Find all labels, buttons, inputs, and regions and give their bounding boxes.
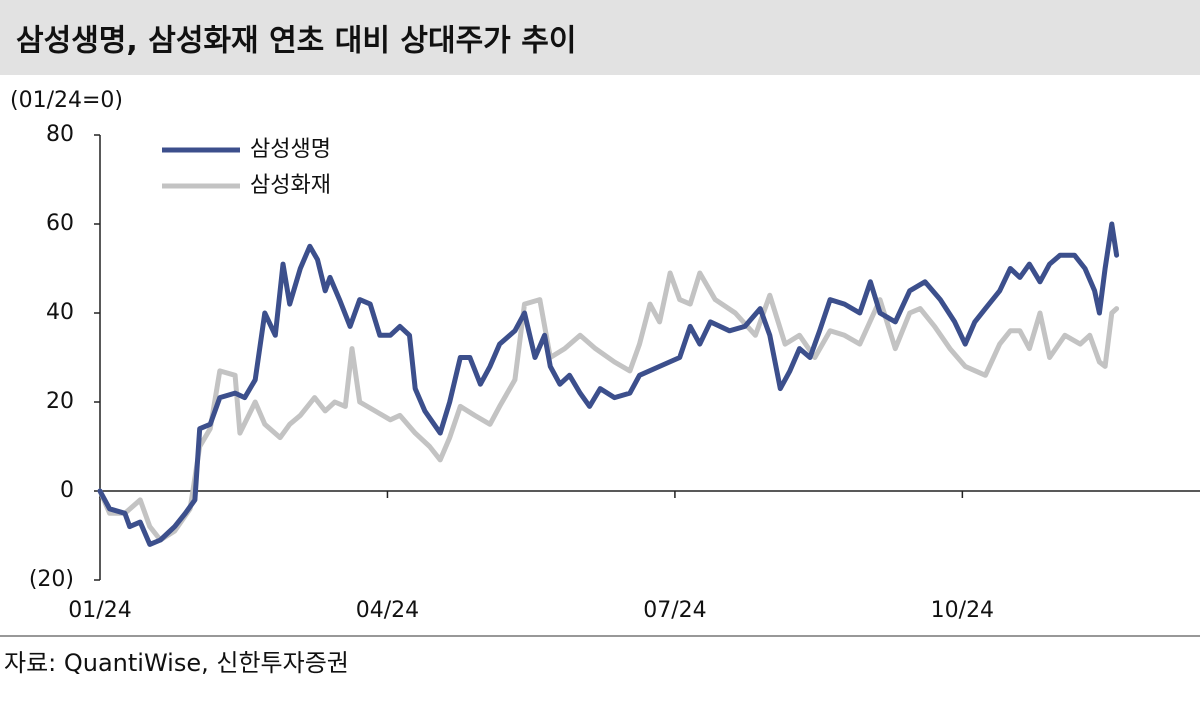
y-tick-label: 20 <box>46 389 74 414</box>
x-tick-label: 04/24 <box>356 598 419 623</box>
y-tick-label: 40 <box>46 300 74 325</box>
source: 자료: QuantiWise, 신한투자증권 <box>4 649 349 677</box>
legend-label: 삼성화재 <box>250 173 331 198</box>
chart-title: 삼성생명, 삼성화재 연초 대비 상대주가 추이 <box>16 24 576 59</box>
series-line <box>97 270 1120 543</box>
x-tick-label: 01/24 <box>68 598 131 623</box>
y-axis-label: (01/24=0) <box>10 88 123 113</box>
y-tick-label: 0 <box>60 478 74 503</box>
x-tick-label: 10/24 <box>931 598 994 623</box>
x-tick-label: 07/24 <box>643 598 706 623</box>
y-tick-label: 80 <box>46 122 74 147</box>
y-tick-label: (20) <box>29 567 74 592</box>
y-tick-label: 60 <box>46 211 74 236</box>
title-band <box>0 0 1200 75</box>
legend-label: 삼성생명 <box>250 137 331 162</box>
series-line <box>97 221 1120 547</box>
